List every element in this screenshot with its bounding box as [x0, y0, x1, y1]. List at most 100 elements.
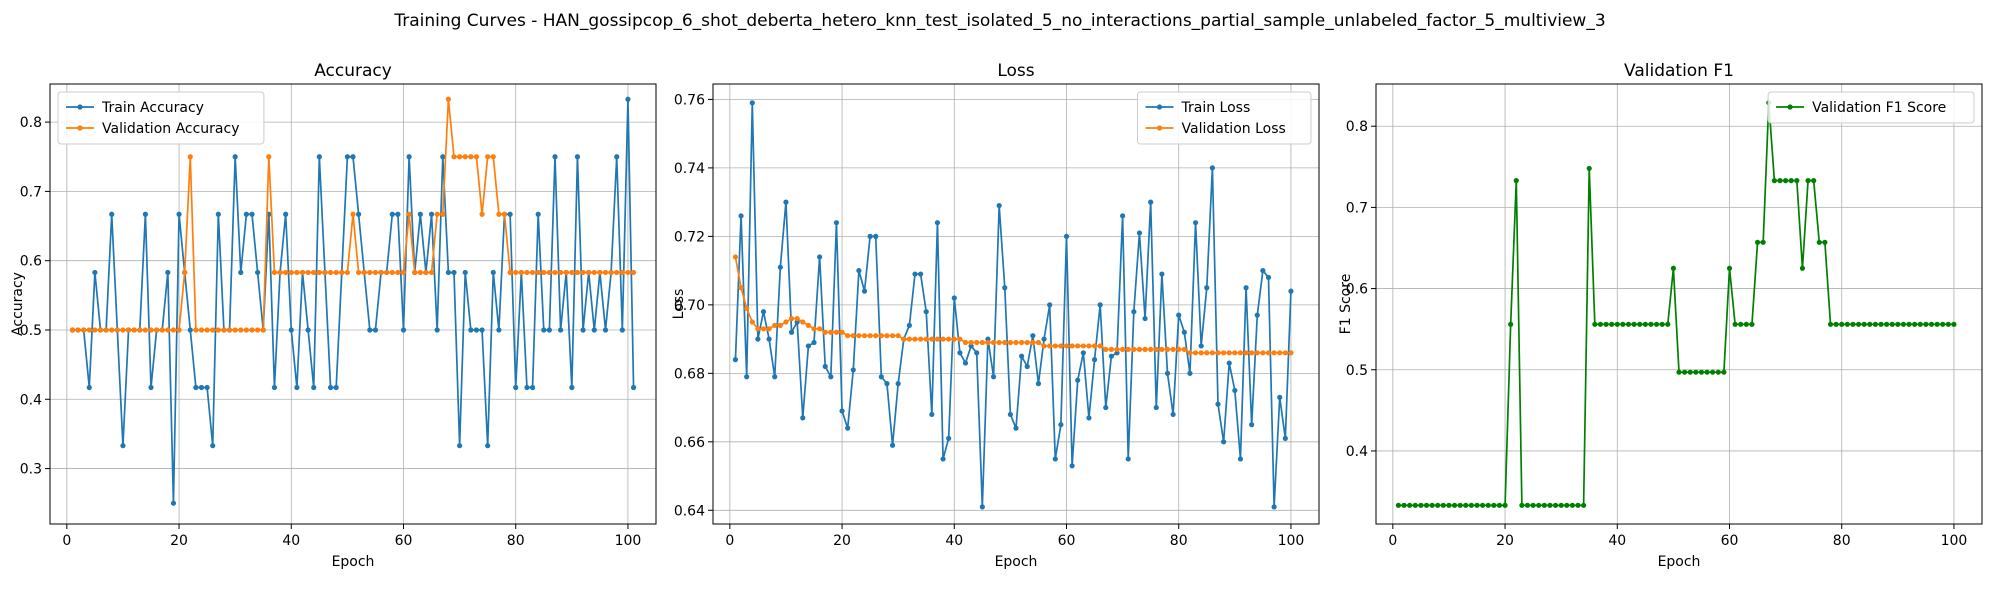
data-point [316, 269, 322, 276]
data-point [1435, 502, 1441, 508]
data-point [800, 415, 806, 421]
data-point [1192, 350, 1199, 356]
data-point [1041, 343, 1047, 349]
data-point [1710, 369, 1716, 375]
chart-title: Accuracy [314, 61, 392, 81]
data-point [434, 327, 440, 333]
data-point [1002, 285, 1008, 291]
data-point [845, 425, 851, 431]
data-point [412, 269, 418, 276]
data-point [619, 269, 625, 276]
data-point [1743, 321, 1749, 327]
data-point [400, 327, 407, 333]
data-point [1131, 346, 1137, 352]
data-point [238, 327, 244, 333]
data-point [1519, 502, 1525, 508]
data-point [755, 336, 761, 342]
x-tick-label: 80 [507, 533, 525, 549]
data-point [518, 269, 524, 276]
x-tick-label: 80 [1833, 533, 1851, 549]
x-tick-label: 100 [1278, 533, 1305, 549]
data-point [817, 254, 823, 260]
data-point [1446, 502, 1452, 508]
data-point [1805, 178, 1811, 184]
data-point [996, 339, 1002, 346]
data-point [238, 269, 244, 276]
data-point [243, 327, 249, 333]
data-point [783, 319, 789, 325]
data-point [1209, 350, 1215, 356]
data-point [828, 329, 834, 335]
data-point [783, 199, 789, 205]
data-point [1277, 394, 1283, 400]
data-point [586, 269, 592, 276]
legend-frame [57, 91, 265, 145]
data-point [1243, 350, 1249, 356]
data-point [889, 333, 896, 339]
y-tick-label: 0.7 [20, 184, 42, 200]
data-point [384, 269, 390, 276]
data-point [457, 443, 463, 449]
data-point [356, 211, 362, 217]
data-point [1912, 321, 1918, 327]
data-point [1620, 321, 1626, 327]
data-point [1108, 346, 1114, 352]
chart-accuracy: 0 20 40 60 80 100 0.3 0.4 0.5 0.6 0.7 0.8 Accuracy Ep… [10, 61, 657, 570]
data-point [294, 384, 300, 391]
data-point [1451, 502, 1458, 508]
legend-marker [77, 125, 83, 131]
x-axis-label: Epoch [1658, 554, 1701, 570]
data-point [940, 456, 946, 462]
series-line [734, 101, 1292, 508]
data-point [142, 211, 148, 217]
data-point [755, 326, 761, 332]
data-point [1586, 165, 1592, 172]
data-point [805, 322, 811, 329]
data-point [1075, 343, 1081, 349]
y-axis-label: F1 Score [1338, 274, 1354, 335]
data-point [1097, 302, 1103, 308]
data-point [1204, 285, 1210, 291]
data-point [182, 269, 188, 276]
data-point [1249, 350, 1255, 356]
y-tick-label: 0.66 [674, 435, 705, 451]
data-point [1564, 502, 1570, 508]
data-point [1069, 463, 1075, 469]
data-point [732, 254, 739, 260]
data-point [395, 211, 401, 217]
data-point [535, 211, 541, 217]
legend-label: Train Accuracy [101, 100, 204, 116]
series-line [72, 98, 635, 505]
data-point [187, 154, 193, 160]
data-point [811, 339, 817, 346]
data-point [1170, 346, 1176, 352]
data-point [271, 269, 278, 276]
data-point [1159, 271, 1165, 277]
data-point [625, 269, 631, 276]
data-point [979, 339, 985, 346]
data-point [1063, 233, 1070, 239]
data-point [760, 309, 767, 315]
data-point [428, 211, 435, 217]
data-point [1024, 363, 1030, 370]
data-point [1569, 502, 1575, 508]
data-point [732, 357, 739, 363]
data-point [1170, 411, 1176, 418]
data-point [1508, 321, 1514, 327]
data-point [1653, 321, 1660, 327]
data-point [1086, 343, 1092, 349]
data-point [159, 327, 165, 333]
data-point [299, 269, 306, 276]
data-point [198, 384, 205, 391]
data-point [996, 202, 1002, 209]
data-point [344, 154, 350, 160]
data-point [1872, 321, 1878, 327]
data-point [1788, 178, 1794, 184]
data-point [1136, 230, 1143, 236]
data-point [867, 233, 873, 239]
data-point [1603, 321, 1609, 327]
data-point [120, 327, 126, 333]
data-point [923, 336, 929, 342]
data-point [772, 374, 778, 380]
